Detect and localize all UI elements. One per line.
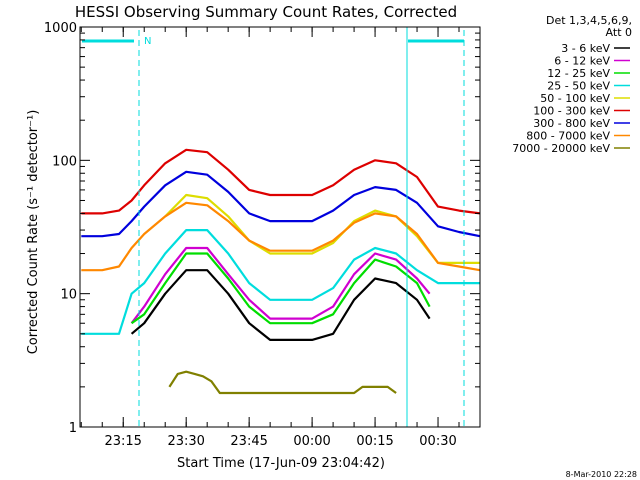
x-tick-label: 23:30 <box>167 434 204 449</box>
x-tick-label: 23:15 <box>104 434 141 449</box>
x-tick-label: 00:00 <box>293 434 330 449</box>
x-tick-label: 23:45 <box>230 434 267 449</box>
legend-label-8: 800 - 7000 keV <box>526 130 610 143</box>
series-line-3 <box>130 252 431 325</box>
legend-label-4: 25 - 50 keV <box>547 80 610 93</box>
legend-label-7: 300 - 800 keV <box>533 117 610 130</box>
legend-label-2: 6 - 12 keV <box>554 55 610 68</box>
legend-header-line-2: Att 0 <box>606 26 632 39</box>
x-axis-label: Start Time (17-Jun-09 23:04:42) <box>177 456 385 471</box>
series-line-8 <box>81 201 481 272</box>
series-line-5 <box>164 193 480 264</box>
y-tick-label: 1000 <box>44 21 77 36</box>
legend-label-6: 100 - 300 keV <box>533 105 610 118</box>
series-lines <box>81 148 481 395</box>
series-line-4 <box>81 229 480 335</box>
series-line-9 <box>168 370 397 395</box>
series-line-2 <box>130 246 431 324</box>
legend-label-9: 7000 - 20000 keV <box>512 142 610 155</box>
y-tick-label: 1 <box>69 421 77 436</box>
series-line-1 <box>130 269 431 341</box>
plot-frame <box>79 26 481 428</box>
series-line-7 <box>81 170 481 238</box>
y-tick-label: 10 <box>60 288 77 303</box>
y-tick-label: 100 <box>52 154 77 169</box>
time-markers: N <box>82 27 465 427</box>
chart-title: HESSI Observing Summary Count Rates, Cor… <box>75 3 457 21</box>
x-tick-label: 00:15 <box>356 434 393 449</box>
series-line-6 <box>81 148 481 215</box>
axes: 1 10 100 1000 23:15 23:30 23:45 00:00 00:15 00:30 <box>44 21 481 449</box>
x-tick-label: 00:30 <box>419 434 456 449</box>
y-axis-label: Corrected Count Rate (s⁻¹ detector⁻¹) <box>26 110 41 355</box>
legend-label-5: 50 - 100 keV <box>540 92 610 105</box>
date-stamp: 8-Mar-2010 22:28 <box>566 470 637 479</box>
legend-header-line-1: Det 1,3,4,5,6,9, <box>546 14 632 27</box>
marker-label: N <box>144 36 151 47</box>
legend-label-1: 3 - 6 keV <box>561 42 610 55</box>
legend-label-3: 12 - 25 keV <box>547 67 610 80</box>
